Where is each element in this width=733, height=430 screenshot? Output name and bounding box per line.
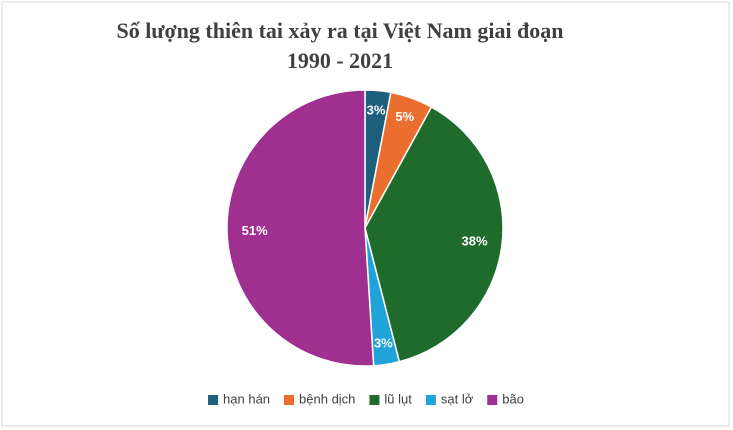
legend-swatch <box>208 395 219 405</box>
legend-label: hạn hán <box>223 391 270 406</box>
chart-title: Số lượng thiên tai xảy ra tại Việt Nam g… <box>116 18 563 43</box>
legend-label: sạt lở <box>441 391 474 406</box>
data-label: 5% <box>395 109 414 124</box>
pie-slice <box>226 89 375 367</box>
legend-label: bão <box>502 391 524 406</box>
chart-title: 1990 - 2021 <box>287 48 393 73</box>
legend-swatch <box>487 395 498 405</box>
legend-label: bệnh dịch <box>299 391 355 406</box>
data-label: 38% <box>462 233 488 248</box>
data-label: 51% <box>242 223 268 238</box>
legend-swatch <box>284 395 295 405</box>
legend-swatch <box>425 395 436 405</box>
legend-swatch <box>369 395 380 405</box>
legend-label: lũ lụt <box>384 391 412 406</box>
data-label: 3% <box>367 103 386 118</box>
data-label: 3% <box>374 335 393 350</box>
pie-slice <box>364 106 504 363</box>
